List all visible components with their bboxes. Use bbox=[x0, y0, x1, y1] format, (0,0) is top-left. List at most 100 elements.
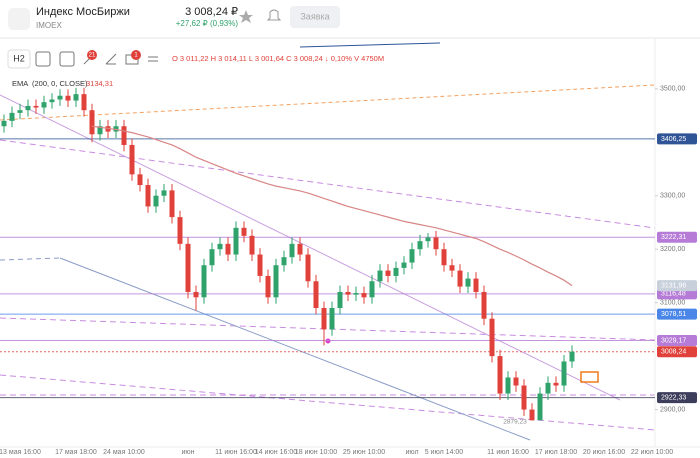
candle-body bbox=[377, 270, 383, 282]
tool-icon[interactable] bbox=[105, 53, 117, 65]
y-tick-label: 3100,00 bbox=[660, 299, 685, 306]
candle-body bbox=[1, 120, 7, 127]
price-level-label: 3078,51 bbox=[661, 311, 686, 318]
candle-body bbox=[305, 254, 311, 282]
badge bbox=[87, 50, 97, 60]
candle-body bbox=[265, 275, 271, 298]
candle-body bbox=[385, 270, 391, 276]
candle-body bbox=[473, 278, 479, 292]
ticker: IMOEX bbox=[36, 21, 62, 30]
candle-body bbox=[553, 382, 559, 386]
candle-body bbox=[9, 112, 15, 121]
order-button[interactable] bbox=[290, 6, 340, 28]
candle-body bbox=[321, 308, 327, 330]
ema-value: 3134,31 bbox=[86, 79, 113, 88]
ema-line bbox=[91, 125, 573, 287]
candle-body bbox=[273, 265, 279, 298]
candle-body bbox=[505, 377, 511, 394]
tool-icon[interactable] bbox=[148, 56, 158, 62]
candle-body bbox=[281, 257, 287, 266]
candle-body bbox=[425, 237, 431, 242]
candle-body bbox=[489, 318, 495, 357]
ema-name: EMA bbox=[12, 79, 28, 88]
trendline bbox=[0, 94, 621, 401]
ema-params: (200, 0, CLOSE) bbox=[32, 79, 88, 88]
price-level-tag bbox=[657, 392, 697, 404]
candle-body bbox=[353, 293, 359, 295]
x-tick-label: 20 июл 16:00 bbox=[583, 449, 625, 456]
price-level-tag bbox=[657, 346, 697, 358]
candle-body bbox=[337, 291, 343, 308]
candle-body bbox=[441, 249, 447, 266]
ema-tag-label: 3131,96 bbox=[661, 282, 686, 289]
tool-icon[interactable] bbox=[35, 51, 51, 67]
candle-body bbox=[57, 95, 63, 100]
candle-body bbox=[545, 382, 551, 394]
price-level-tag bbox=[657, 308, 697, 320]
candle-body bbox=[233, 227, 239, 255]
price-level-tag bbox=[657, 288, 697, 300]
candle-body bbox=[369, 281, 375, 298]
y-tick-label: 3200,00 bbox=[660, 246, 685, 253]
x-tick-label: 17 июл 18:00 bbox=[535, 449, 577, 456]
candle-body bbox=[65, 95, 71, 101]
candle-body bbox=[457, 270, 463, 287]
x-tick-label: 24 мая 10:00 bbox=[103, 449, 145, 456]
candle-body bbox=[161, 190, 167, 196]
interval-button[interactable] bbox=[7, 49, 31, 69]
candle-body bbox=[361, 293, 367, 298]
price-level-label: 3008,24 bbox=[661, 349, 686, 356]
candle-body bbox=[129, 144, 135, 175]
candle-body bbox=[329, 308, 335, 330]
x-tick-label: июл bbox=[405, 449, 418, 456]
candle-body bbox=[257, 254, 263, 276]
drawings bbox=[0, 42, 656, 441]
tool-icon[interactable] bbox=[59, 51, 75, 67]
favorite-icon[interactable] bbox=[239, 10, 253, 23]
candle-body bbox=[449, 265, 455, 271]
x-tick-label: 5 июл 14:00 bbox=[425, 449, 463, 456]
candle-body bbox=[497, 356, 503, 394]
candle-body bbox=[145, 185, 151, 207]
candle-body bbox=[97, 126, 103, 135]
candle-body bbox=[201, 265, 207, 298]
candle-body bbox=[17, 110, 23, 113]
low-annotation: 2879,23 bbox=[503, 418, 527, 425]
x-tick-label: 11 июл 16:00 bbox=[487, 449, 529, 456]
logo bbox=[8, 8, 30, 30]
candle-body bbox=[249, 235, 255, 255]
candle-body bbox=[433, 237, 439, 250]
candle-body bbox=[185, 243, 191, 292]
price-level-label: 3029,17 bbox=[661, 337, 686, 344]
candle-body bbox=[33, 105, 39, 108]
candle-body bbox=[401, 262, 407, 268]
alert-icon[interactable] bbox=[266, 9, 282, 21]
x-tick-label: 22 июл 10:00 bbox=[631, 449, 673, 456]
trendline bbox=[0, 84, 656, 121]
price-change: +27,62 ₽ (0,93%) bbox=[176, 19, 239, 28]
interval-label: H2 bbox=[13, 53, 25, 63]
x-tick-label: 11 июн 16:00 bbox=[215, 449, 257, 456]
trendline bbox=[299, 42, 441, 48]
candle-body bbox=[209, 249, 215, 266]
candle-body bbox=[225, 243, 231, 255]
candle-body bbox=[73, 94, 79, 101]
price: 3 008,24 ₽ bbox=[185, 6, 238, 18]
candle-body bbox=[241, 227, 247, 236]
y-tick-label: 2900,00 bbox=[660, 406, 685, 413]
price-level-label: 2922,33 bbox=[661, 394, 686, 401]
y-tick-label: 3500,00 bbox=[660, 86, 685, 93]
x-tick-label: 14 июн 16:00 bbox=[255, 449, 297, 456]
instrument-name: Индекс МосБиржи bbox=[36, 6, 130, 18]
trendline bbox=[59, 257, 531, 441]
candle-body bbox=[137, 174, 143, 186]
y-tick-label: 3300,00 bbox=[660, 193, 685, 200]
candle-body bbox=[529, 409, 535, 421]
badge-label: 21 bbox=[89, 53, 96, 59]
candle-body bbox=[537, 393, 543, 421]
candle-body bbox=[481, 291, 487, 319]
candle-body bbox=[313, 281, 319, 308]
candle-body bbox=[393, 267, 399, 276]
